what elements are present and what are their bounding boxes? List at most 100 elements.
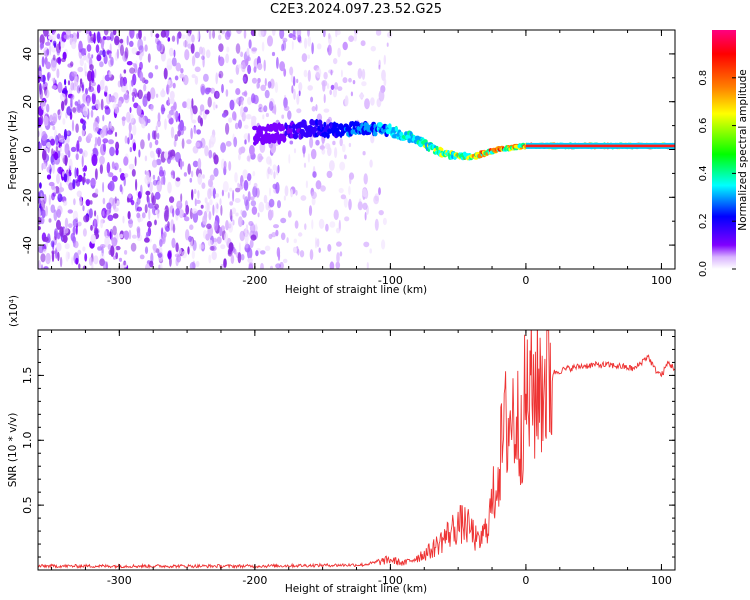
spectrogram-noise-blob: [119, 38, 124, 44]
spectrogram-noise-blob: [109, 122, 113, 129]
spectrogram-noise-blob: [244, 232, 249, 244]
spectrogram-noise-blob: [82, 167, 85, 172]
spectrogram-noise-blob: [271, 30, 276, 36]
spectrogram-noise-blob: [326, 83, 330, 90]
spectrogram-noise-blob: [342, 77, 348, 84]
spectrogram-noise-blob: [81, 84, 84, 92]
spectrogram-noise-blob: [124, 47, 129, 59]
spectrogram-noise-blob: [280, 217, 287, 224]
spectrogram-xtick-label: 100: [651, 274, 672, 287]
spectrogram-noise-blob: [105, 36, 112, 41]
spectrogram-noise-blob: [73, 240, 79, 249]
spectrogram-noise-blob: [212, 101, 216, 111]
spectrogram-noise-blob: [260, 262, 264, 269]
spectrogram-noise-blob: [167, 221, 170, 229]
spectrogram-noise-blob: [167, 113, 172, 119]
spectrogram-noise-blob: [90, 178, 97, 186]
spectrogram-noise-blob: [161, 88, 165, 95]
spectrogram-noise-blob: [160, 176, 165, 185]
spectrogram-noise-blob: [56, 173, 60, 184]
spectrogram-noise-blob: [235, 187, 241, 193]
spectrogram-noise-blob: [279, 30, 285, 40]
spectrogram-noise-blob: [138, 30, 142, 40]
spectrogram-noise-blob: [128, 229, 132, 240]
spectrogram-noise-blob: [76, 140, 80, 152]
spectrogram-noise-blob: [363, 241, 370, 248]
spectrogram-noise-blob: [74, 167, 77, 179]
spectrogram-noise-blob: [185, 204, 190, 215]
spectrogram-noise-blob: [168, 47, 174, 57]
spectrogram-noise-blob: [374, 218, 379, 231]
spectrogram-noise-blob: [245, 114, 252, 120]
spectrogram-noise-blob: [242, 76, 247, 83]
spectrogram-noise-blob: [272, 183, 278, 190]
colorbar-tick-label: 0.4: [698, 165, 709, 181]
spectrogram-noise-blob: [164, 118, 167, 131]
spectrogram-noise-blob: [82, 106, 89, 117]
spectrogram-noise-blob: [191, 250, 195, 260]
snr-xtick-label: -200: [242, 574, 267, 587]
spectrogram-noise-blob: [150, 192, 155, 204]
spectrogram-noise-blob: [45, 205, 48, 217]
spectrogram-noise-blob: [48, 194, 51, 206]
spectrogram-noise-blob: [64, 217, 69, 229]
spectrogram-noise-blob: [137, 217, 144, 222]
spectrogram-noise-blob: [139, 61, 143, 70]
spectrogram-noise-blob: [315, 180, 322, 190]
spectrogram-noise-blob: [38, 75, 41, 84]
spectrogram-noise-blob: [119, 168, 122, 173]
spectrogram-noise-blob: [109, 146, 115, 157]
spectrogram-noise-blob: [88, 208, 93, 219]
spectrogram-noise-blob: [323, 108, 330, 113]
spectrogram-noise-blob: [179, 127, 185, 136]
spectrogram-noise-blob: [45, 61, 51, 70]
spectrogram-noise-blob: [318, 218, 325, 229]
spectrogram-noise-blob: [296, 30, 302, 38]
spectrogram-noise-blob: [312, 171, 317, 178]
spectrogram-noise-blob: [102, 197, 106, 205]
spectrogram-signal-mark: [312, 126, 318, 133]
spectrogram-noise-blob: [189, 177, 193, 183]
spectrogram-noise-blob: [81, 176, 86, 183]
spectrogram-noise-blob: [114, 35, 120, 46]
spectrogram-noise-blob: [378, 64, 381, 70]
spectrogram-noise-blob: [246, 173, 252, 182]
spectrogram-noise-blob: [247, 64, 252, 75]
spectrogram-signal-mark: [315, 118, 319, 126]
spectrogram-noise-blob: [228, 117, 233, 123]
spectrogram-noise-blob: [309, 137, 314, 149]
spectrogram-noise-blob: [199, 104, 205, 112]
spectrogram-noise-blob: [49, 44, 52, 56]
spectrogram-noise-blob: [329, 160, 335, 171]
spectrogram-noise-blob: [222, 181, 229, 193]
spectrogram-noise-blob: [250, 234, 257, 241]
spectrogram-noise-blob: [334, 82, 339, 90]
snr-xtick-label: -300: [107, 574, 132, 587]
spectrogram-noise-blob: [238, 147, 243, 155]
spectrogram-noise-blob: [155, 123, 158, 132]
spectrogram-noise-blob: [133, 74, 137, 84]
spectrogram-noise-blob: [311, 42, 314, 55]
spectrogram-noise-blob: [191, 119, 197, 124]
spectrogram-noise-blob: [76, 167, 79, 177]
spectrogram-noise-blob: [47, 72, 50, 82]
spectrogram-noise-blob: [195, 260, 200, 268]
spectrogram-noise-blob: [191, 208, 198, 214]
spectrogram-noise-blob: [138, 45, 144, 53]
spectrogram-noise-blob: [90, 70, 95, 82]
spectrogram-signal-mark: [399, 131, 404, 137]
spectrogram-noise-blob: [366, 262, 369, 269]
spectrogram-noise-blob: [153, 248, 156, 254]
spectrogram-noise-blob: [42, 149, 47, 161]
spectrogram-noise-blob: [102, 210, 105, 217]
spectrogram-noise-blob: [315, 67, 322, 79]
spectrogram-noise-blob: [228, 242, 234, 252]
spectrogram-noise-blob: [245, 199, 250, 211]
spectrogram-noise-blob: [56, 219, 61, 230]
spectrogram-noise-blob: [169, 98, 175, 104]
spectrogram-noise-blob: [108, 71, 112, 78]
spectrogram-signal-mark: [308, 131, 313, 137]
spectrogram-noise-blob: [78, 135, 82, 143]
spectrogram-noise-blob: [136, 212, 141, 219]
